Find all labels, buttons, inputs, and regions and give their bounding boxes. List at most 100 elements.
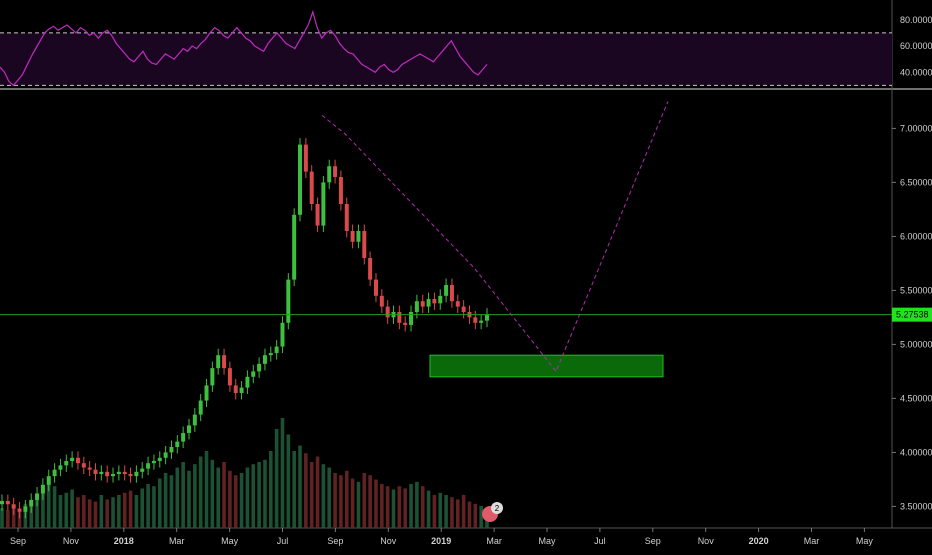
time-tick-label: Sep xyxy=(327,536,343,546)
volume-bar xyxy=(175,467,180,528)
volume-bar xyxy=(134,495,139,528)
volume-bar xyxy=(415,481,419,528)
candle-body xyxy=(397,312,402,323)
candle-body xyxy=(35,493,40,500)
candle-body xyxy=(140,468,145,472)
candle-body xyxy=(128,474,133,477)
volume-bar xyxy=(432,495,437,528)
candle-body xyxy=(473,317,478,323)
volume-bar xyxy=(146,484,150,528)
volume-bar xyxy=(268,451,273,528)
candle-body xyxy=(181,432,186,442)
volume-bar xyxy=(152,486,156,528)
volume-bar xyxy=(309,462,314,528)
volume-bar xyxy=(87,499,92,528)
candle-body xyxy=(257,363,262,372)
candle-body xyxy=(385,306,390,318)
volume-bar xyxy=(111,497,115,528)
candle-body xyxy=(262,355,267,364)
time-tick-label: 2018 xyxy=(114,536,134,546)
volume-bar xyxy=(228,470,232,528)
time-tick-label: Mar xyxy=(804,536,820,546)
volume-bar xyxy=(391,489,396,528)
event-badge-count-bg xyxy=(491,502,503,514)
target-zone-box xyxy=(429,354,664,378)
time-tick-label: 2020 xyxy=(749,536,769,546)
candle-body xyxy=(292,214,297,280)
candle-body xyxy=(122,471,127,474)
volume-bar xyxy=(210,459,215,528)
projection-path xyxy=(321,101,669,373)
candle-body xyxy=(151,461,156,464)
candle-body xyxy=(105,471,110,477)
volume-bar xyxy=(198,456,203,528)
candle-body xyxy=(87,467,92,470)
time-tick-label: Sep xyxy=(10,536,26,546)
candle-body xyxy=(64,461,69,466)
volume-bar xyxy=(82,495,86,528)
volume-bar xyxy=(467,501,472,528)
candle-body xyxy=(233,385,238,393)
volume-bar xyxy=(403,488,407,528)
volume-bar xyxy=(304,453,308,528)
current-price-label: 5.27538 xyxy=(896,310,929,320)
volume-bar xyxy=(29,500,34,528)
candle-body xyxy=(403,322,408,325)
volume-bar xyxy=(292,451,296,528)
volume-bar xyxy=(356,481,361,528)
volume-bar xyxy=(35,497,39,528)
volume-bar xyxy=(315,456,320,528)
candle-body xyxy=(420,301,425,307)
candle-body xyxy=(432,299,437,304)
candle-body xyxy=(204,385,209,401)
price-tick-label: 5.00000 xyxy=(900,339,932,349)
price-tick-label: 7.00000 xyxy=(900,123,932,133)
time-tick-label: May xyxy=(538,536,556,546)
candle-body xyxy=(449,285,454,302)
candle-body xyxy=(344,204,349,231)
candle-body xyxy=(321,182,326,226)
candle-body xyxy=(426,299,431,307)
volume-bar xyxy=(93,501,98,528)
time-tick-label: Jul xyxy=(594,536,606,546)
volume-bar xyxy=(444,495,448,528)
volume-bar xyxy=(368,475,372,528)
candle-body xyxy=(438,295,443,304)
candle-body xyxy=(303,144,308,172)
oscillator-line xyxy=(0,9,488,87)
volume-bar xyxy=(473,503,478,528)
time-tick-label: Mar xyxy=(486,536,502,546)
candle-body xyxy=(216,355,221,369)
volume-bar xyxy=(286,434,291,528)
volume-bar xyxy=(6,510,10,528)
volume-bar xyxy=(216,467,221,528)
volume-bar xyxy=(409,484,413,528)
candle-body xyxy=(210,368,215,386)
volume-bar xyxy=(169,475,174,528)
candle-body xyxy=(315,204,320,226)
candle-body xyxy=(239,387,244,393)
volume-bar xyxy=(122,492,127,528)
time-tick-label: Nov xyxy=(380,536,397,546)
candle-body xyxy=(46,476,51,485)
candle-body xyxy=(268,353,273,356)
volume-bar xyxy=(455,499,460,528)
candle-body xyxy=(338,177,343,204)
candle-body xyxy=(93,469,98,474)
time-tick-label: 2019 xyxy=(431,536,451,546)
volume-bar xyxy=(163,473,168,528)
candle-body xyxy=(479,320,484,323)
candle-body xyxy=(414,301,419,312)
candle-body xyxy=(274,346,279,354)
candle-body xyxy=(163,452,168,458)
volume-bar xyxy=(0,508,4,528)
candle-body xyxy=(17,508,22,512)
candle-body xyxy=(298,144,303,215)
candle-body xyxy=(175,441,180,447)
candle-body xyxy=(362,231,367,258)
volume-bar xyxy=(350,478,355,528)
volume-bar xyxy=(46,481,51,528)
volume-bar xyxy=(99,495,104,528)
oscillator-band-fill xyxy=(0,32,892,86)
candle-body xyxy=(368,258,373,280)
